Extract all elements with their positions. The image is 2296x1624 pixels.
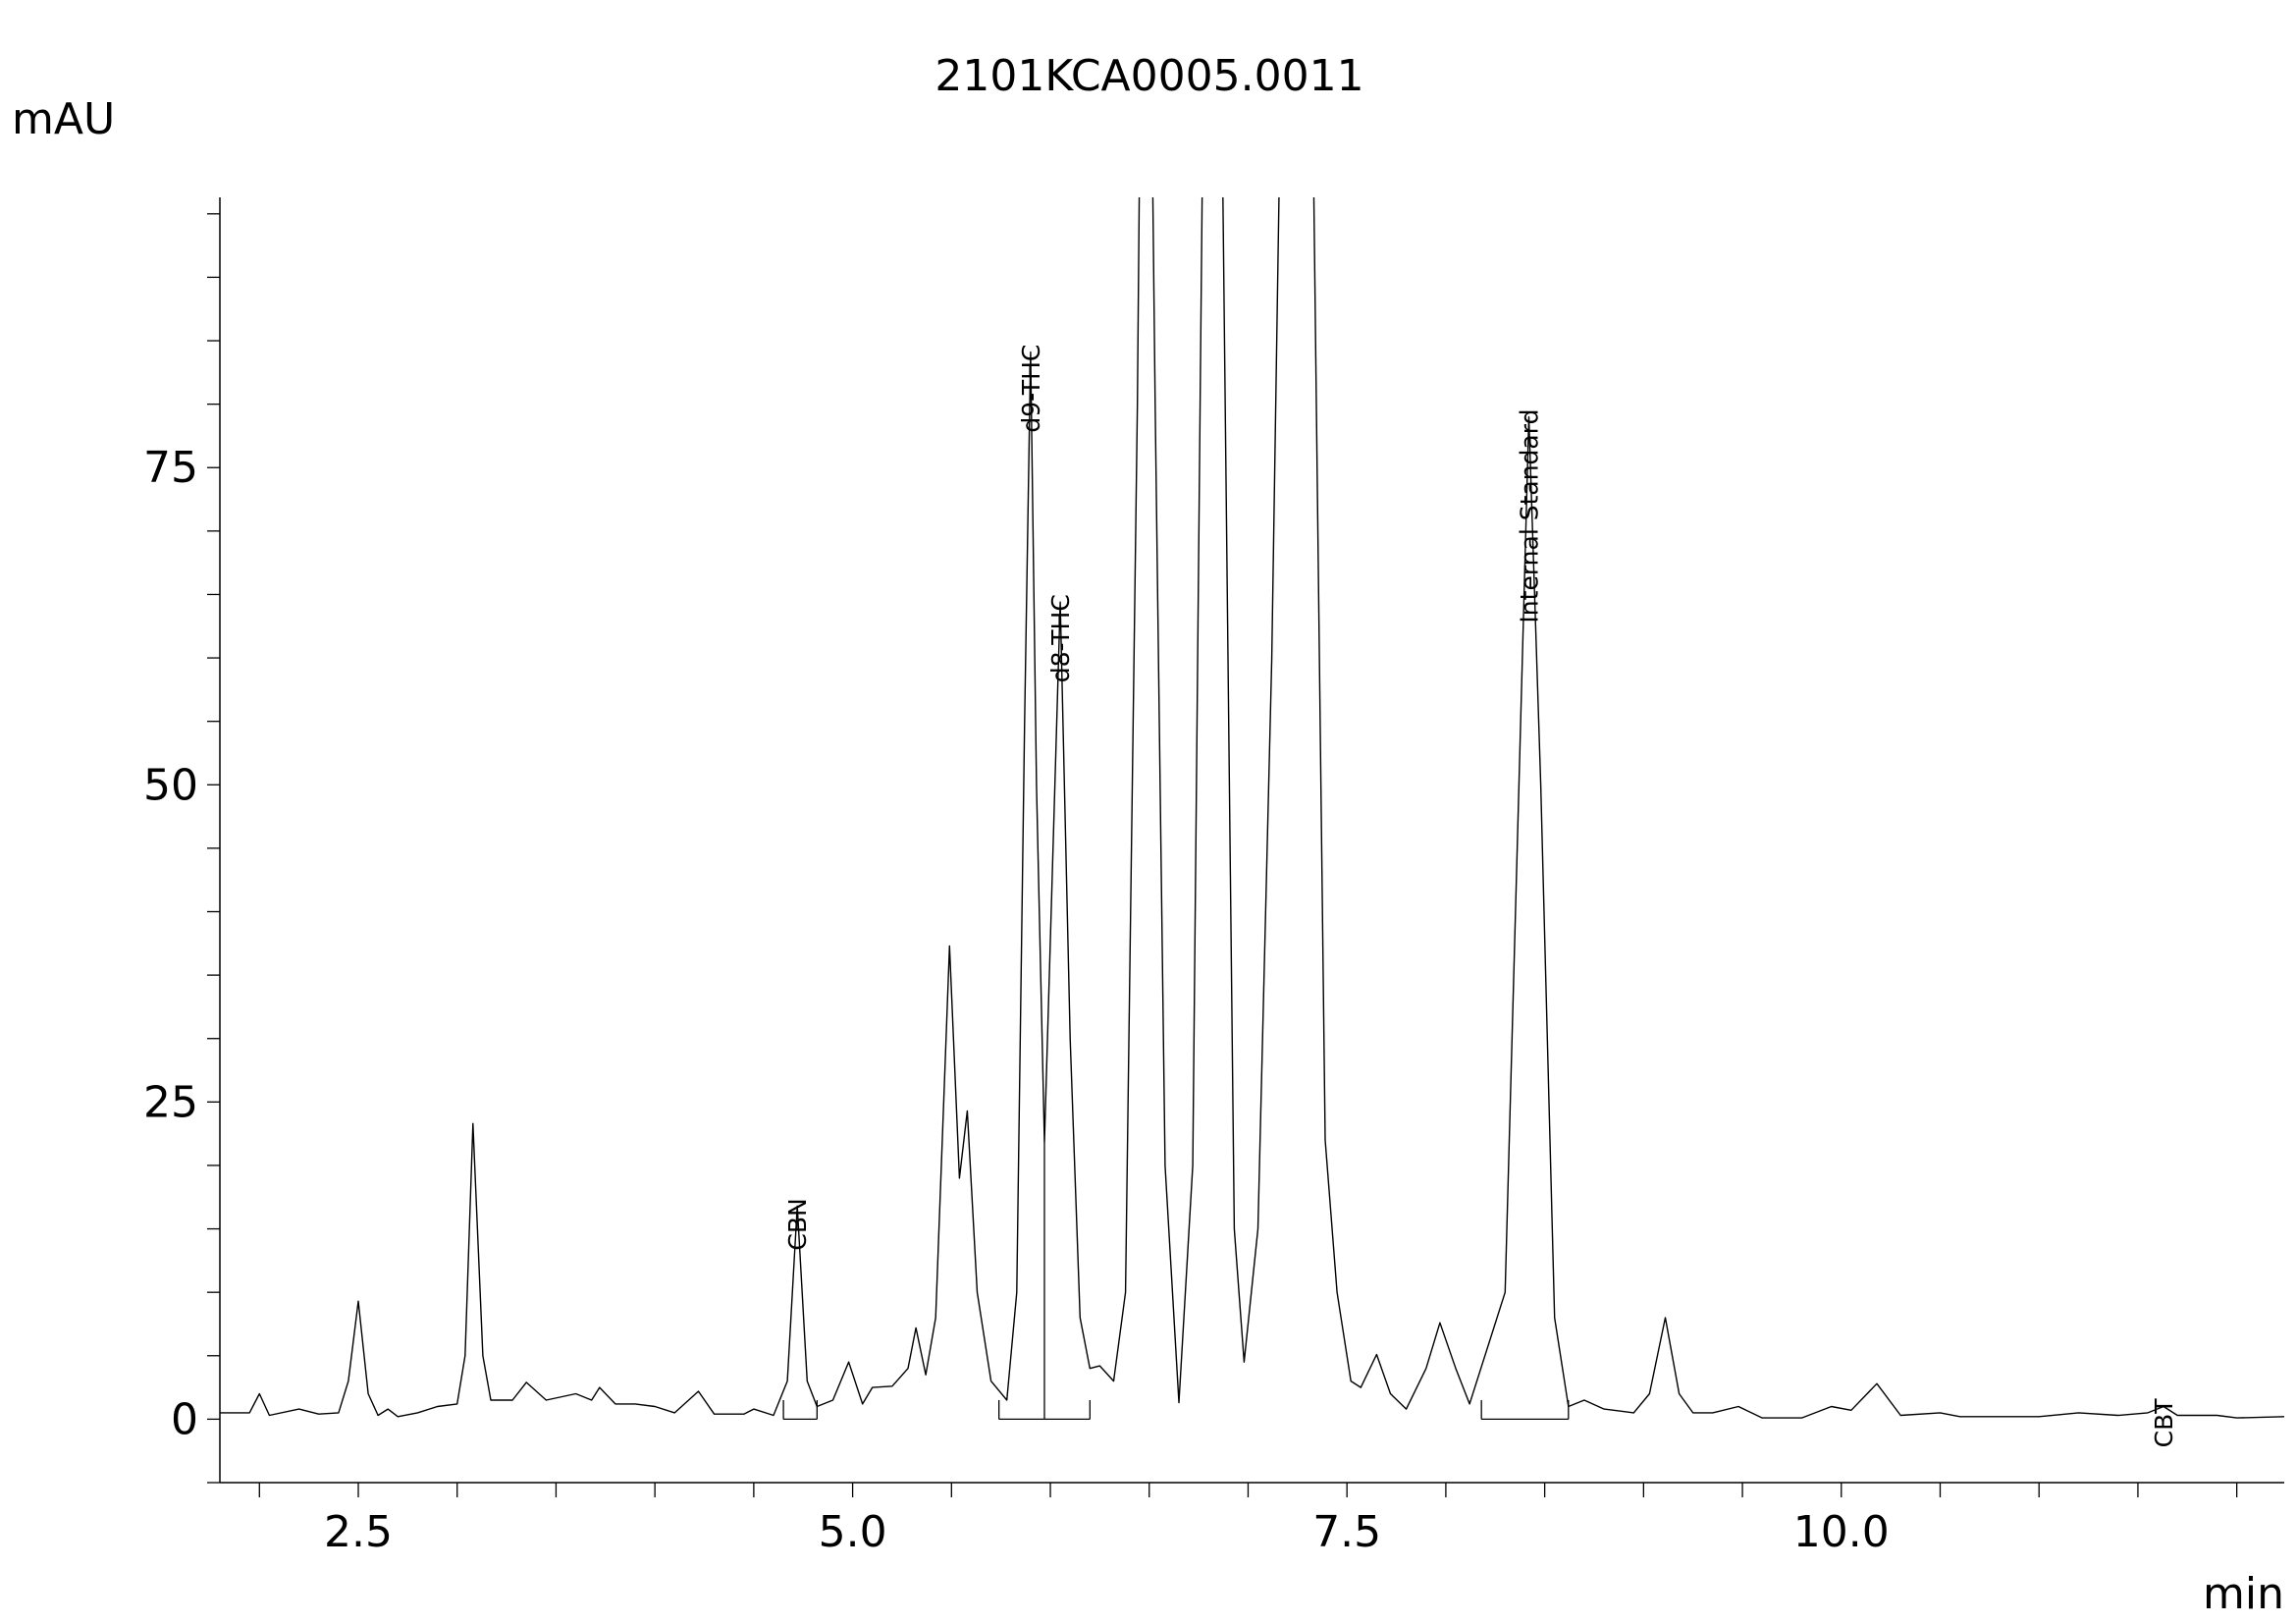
trace xyxy=(220,197,2285,1419)
peak-label: Internal Standard xyxy=(1516,409,1544,623)
y-tick-label: 75 xyxy=(143,443,198,493)
peak-label: CBT xyxy=(2150,1398,2178,1448)
y-axis-label: mAU xyxy=(12,94,115,144)
x-tick-label: 2.5 xyxy=(324,1507,393,1557)
y-tick-label: 0 xyxy=(171,1394,198,1444)
plot-area xyxy=(220,197,2285,1421)
axes: 0 25 50 75 2.5 5.0 7.5 10.0 xyxy=(143,197,2284,1557)
x-axis-label: min xyxy=(2203,1569,2284,1619)
y-tick-label: 50 xyxy=(143,760,198,810)
chart-title: 2101KCA0005.0011 xyxy=(934,51,1363,101)
x-tick-label: 5.0 xyxy=(819,1507,887,1557)
peak-label: d9-THC xyxy=(1017,345,1045,433)
peak-label: CBN xyxy=(783,1198,812,1250)
x-tick-label: 7.5 xyxy=(1312,1507,1381,1557)
peak-label: d8-THC xyxy=(1046,594,1075,682)
y-tick-label: 25 xyxy=(143,1077,198,1127)
x-tick-label: 10.0 xyxy=(1793,1507,1890,1557)
